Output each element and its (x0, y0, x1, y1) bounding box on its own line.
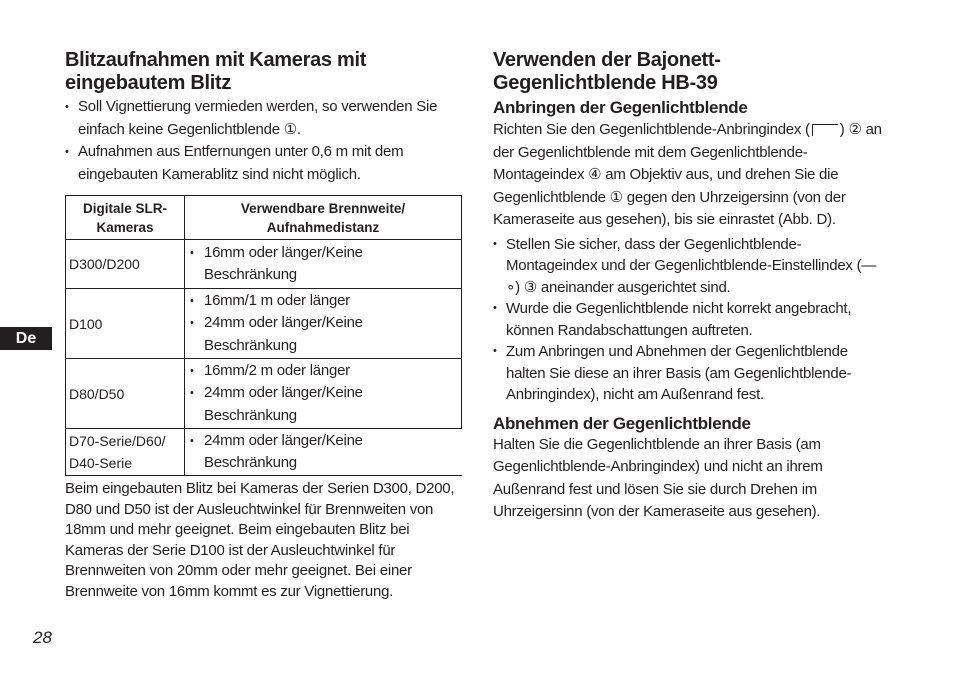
text: Richten Sie den Gegenlichtblende-Anbring… (493, 121, 810, 138)
table-row: D80/D50 16mm/2 m oder länger24mm oder lä… (65, 358, 462, 429)
table-row: D100 16mm/1 m oder länger24mm oder länge… (65, 288, 462, 359)
right-heading: Verwenden der Bajonett-Gegenlichtblende … (493, 49, 721, 94)
header-camera: Digitale SLR-Kameras (65, 195, 185, 240)
value-cell: 16mm/2 m oder länger24mm oder länger/Kei… (184, 358, 462, 429)
subheading-remove: Abnehmen der Gegenlichtblende (493, 413, 751, 433)
value-cell: 16mm oder länger/Keine Beschränkung (184, 239, 462, 289)
language-tab: De (0, 327, 52, 350)
compatibility-table: Digitale SLR-Kameras Verwendbare Brennwe… (65, 195, 462, 476)
left-paragraph: Beim eingebauten Blitz bei Kameras der S… (65, 480, 455, 600)
list-item: Stellen Sie sicher, dass der Gegenlichtb… (493, 234, 888, 299)
page-number: 28 (33, 628, 52, 647)
left-bullets: Soll Vignettierung vermieden werden, so … (65, 96, 463, 186)
right-column: Verwenden der Bajonett-Gegenlichtblende … (493, 49, 888, 524)
text: ) ② an der Gegenlichtblende mit dem Gege… (493, 121, 882, 229)
table-row: D300/D200 16mm oder länger/Keine Beschrä… (65, 239, 462, 289)
remove-paragraph: Halten Sie die Gegenlichtblende an ihrer… (493, 435, 823, 521)
camera-cell: D300/D200 (65, 239, 185, 289)
value-cell: 16mm/1 m oder länger24mm oder länger/Kei… (184, 288, 462, 359)
left-heading: Blitzaufnahmen mit Kameras mit eingebaut… (65, 49, 367, 94)
hood-setting-index-icon: —∘ (506, 257, 877, 296)
hood-mounting-index-icon (811, 124, 838, 136)
right-bullets: Stellen Sie sicher, dass der Gegenlichtb… (493, 234, 888, 406)
text: Stellen Sie sicher, dass der Gegenlichtb… (506, 235, 862, 275)
camera-cell: D70-Serie/D60/ D40-Serie (65, 428, 185, 476)
list-item: 16mm/2 m oder länger (188, 360, 458, 383)
text: ) ③ aneinander ausgerichtet sind. (515, 278, 731, 296)
list-item: Aufnahmen aus Entfernungen unter 0,6 m m… (65, 141, 463, 186)
camera-cell: D80/D50 (65, 358, 185, 429)
list-item: 16mm oder länger/Keine Beschränkung (188, 242, 458, 287)
camera-cell: D100 (65, 288, 185, 359)
list-item: 16mm/1 m oder länger (188, 290, 458, 313)
header-focal: Verwendbare Brennweite/ Aufnahmedistanz (184, 195, 462, 240)
list-item: 24mm oder länger/Keine Beschränkung (188, 430, 459, 475)
list-item: Soll Vignettierung vermieden werden, so … (65, 96, 463, 141)
list-item: Zum Anbringen und Abnehmen der Gegenlich… (493, 341, 888, 406)
table-row: D70-Serie/D60/ D40-Serie 24mm oder länge… (65, 428, 462, 476)
list-item: 24mm oder länger/Keine Beschränkung (188, 312, 458, 357)
table-header-row: Digitale SLR-Kameras Verwendbare Brennwe… (65, 195, 462, 240)
subheading-attach: Anbringen der Gegenlichtblende (493, 98, 748, 117)
list-item: Wurde die Gegenlichtblende nicht korrekt… (493, 298, 888, 341)
list-item: 24mm oder länger/Keine Beschränkung (188, 382, 458, 427)
left-column: Blitzaufnahmen mit Kameras mit eingebaut… (65, 49, 460, 186)
value-cell: 24mm oder länger/Keine Beschränkung (184, 428, 462, 476)
attach-paragraph: Richten Sie den Gegenlichtblende-Anbring… (493, 119, 888, 232)
